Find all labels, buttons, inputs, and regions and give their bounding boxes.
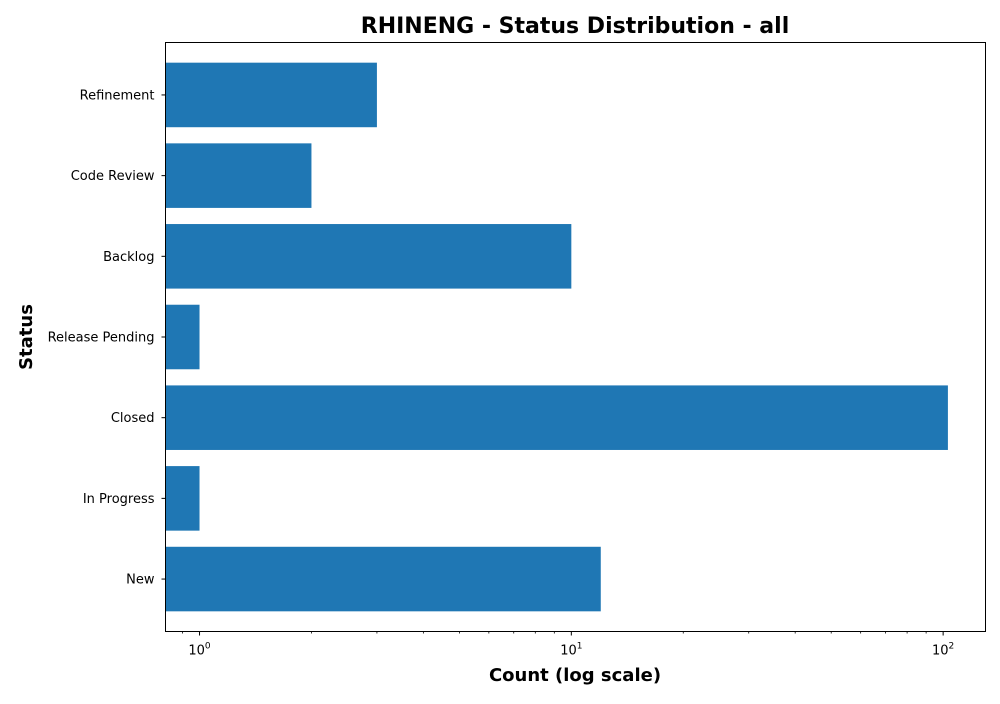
y-tick-label: New bbox=[126, 573, 155, 588]
bar-in-progress bbox=[165, 466, 200, 531]
y-tick-label: Code Review bbox=[71, 169, 155, 184]
x-axis-label: Count (log scale) bbox=[489, 665, 661, 686]
bar-new bbox=[165, 546, 601, 612]
plot-frame bbox=[165, 42, 986, 632]
y-axis-label: Status bbox=[16, 304, 37, 370]
x-tick-label: 100 bbox=[188, 642, 211, 659]
y-tick-label: Backlog bbox=[103, 250, 154, 265]
x-axis: 100 101 102 bbox=[182, 631, 954, 659]
x-tick-label: 101 bbox=[560, 642, 582, 659]
y-axis: New In Progress Closed Release Pending Backl… bbox=[48, 88, 166, 588]
bars-layer bbox=[165, 62, 948, 612]
bar-refinement bbox=[165, 62, 377, 128]
bar-closed bbox=[165, 385, 948, 450]
y-tick-label: Closed bbox=[111, 411, 155, 426]
chart-title: RHINENG - Status Distribution - all bbox=[361, 14, 789, 39]
bar-backlog bbox=[165, 224, 572, 289]
bar-release-pending bbox=[165, 304, 200, 370]
y-tick-label: Release Pending bbox=[48, 331, 155, 346]
x-tick-label: 102 bbox=[932, 642, 954, 659]
y-tick-label: In Progress bbox=[83, 492, 155, 507]
bar-code-review bbox=[165, 143, 312, 208]
y-tick-label: Refinement bbox=[80, 88, 155, 103]
